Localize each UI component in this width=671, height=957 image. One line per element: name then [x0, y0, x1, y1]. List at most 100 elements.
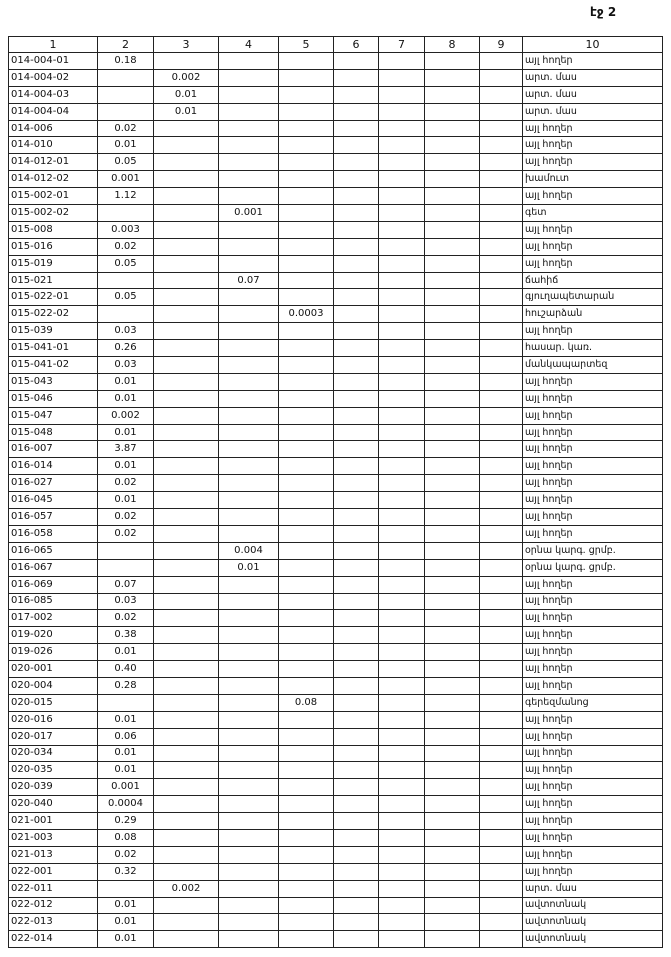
- table-cell: 022-014: [8, 930, 98, 949]
- table-cell: [278, 913, 334, 932]
- table-cell: [218, 220, 279, 239]
- table-cell: [424, 119, 480, 138]
- table-cell: այլ հողեր: [522, 508, 663, 526]
- table-cell: 014-006: [8, 119, 98, 138]
- table-cell: [333, 339, 379, 358]
- table-cell: 0.01: [97, 744, 154, 763]
- table-cell: [97, 879, 154, 898]
- table-cell: 0.002: [153, 879, 219, 898]
- table-cell: [278, 474, 334, 493]
- table-cell: [218, 491, 279, 510]
- table-cell: [378, 693, 425, 712]
- table-row: 022-011 0.002 արտ. մաս: [8, 879, 663, 898]
- table-row: 015-002-01 1.12 այլ հողեր: [8, 187, 663, 206]
- table-cell: [378, 389, 425, 408]
- table-cell: 0.06: [97, 727, 154, 746]
- table-cell: [218, 288, 279, 307]
- table-cell: [479, 254, 523, 273]
- table-cell: [153, 423, 219, 442]
- table-cell: [479, 187, 523, 206]
- table-row: 020-004 0.28 այլ հողեր: [8, 676, 663, 695]
- table-cell: [333, 643, 379, 662]
- table-cell: այլ հողեր: [522, 322, 663, 341]
- table-row: 021-001 0.29 այլ հողեր: [8, 812, 663, 830]
- table-cell: [278, 288, 334, 307]
- table-cell: [333, 693, 379, 712]
- table-cell: 015-016: [8, 237, 98, 256]
- table-cell: այլ հողեր: [522, 761, 663, 780]
- table-cell: [218, 187, 279, 206]
- table-cell: [378, 491, 425, 510]
- table-cell: [153, 541, 219, 560]
- table-cell: [378, 204, 425, 222]
- table-cell: [278, 457, 334, 476]
- table-cell: [378, 727, 425, 746]
- table-cell: [333, 845, 379, 864]
- table-cell: [479, 896, 523, 915]
- table-cell: [278, 389, 334, 408]
- table-row: 014-006 0.02 այլ հողեր: [8, 119, 663, 138]
- table-cell: այլ հողեր: [522, 440, 663, 459]
- table-cell: [424, 220, 480, 239]
- table-cell: [153, 339, 219, 358]
- table-cell: [153, 474, 219, 493]
- table-cell: [479, 930, 523, 949]
- table-row: 020-015 0.08 գերեզմանոց: [8, 693, 663, 712]
- table-row: 016-045 0.01 այլ հողեր: [8, 491, 663, 510]
- table-cell: [424, 406, 480, 425]
- land-table: 1 2 3 4 5 6 7 8 9 10 014-004-01 0.18 այլ հողեր 014-0…: [8, 36, 663, 949]
- table-cell: [479, 913, 523, 932]
- table-cell: [378, 761, 425, 780]
- table-cell: [278, 626, 334, 645]
- table-cell: [153, 913, 219, 932]
- table-cell: ավտոտնակ: [522, 913, 663, 932]
- table-cell: այլ հողեր: [522, 795, 663, 814]
- table-cell: [378, 220, 425, 239]
- table-cell: 0.01: [97, 372, 154, 391]
- table-cell: 0.03: [97, 356, 154, 374]
- table-cell: [424, 575, 480, 594]
- table-cell: [278, 778, 334, 797]
- table-cell: [218, 322, 279, 341]
- table-cell: [218, 389, 279, 408]
- table-cell: [218, 170, 279, 189]
- table-row: 020-039 0.001 այլ հողեր: [8, 778, 663, 797]
- table-cell: [378, 508, 425, 526]
- table-cell: [333, 862, 379, 881]
- table-cell: [278, 254, 334, 273]
- column-header: 8: [424, 36, 480, 53]
- table-cell: [278, 187, 334, 206]
- table-row: 015-016 0.02 այլ հողեր: [8, 237, 663, 256]
- table-row: 016-085 0.03 այլ հողեր: [8, 592, 663, 611]
- table-cell: 014-010: [8, 136, 98, 155]
- table-cell: [218, 592, 279, 611]
- table-cell: [378, 879, 425, 898]
- table-cell: [333, 575, 379, 594]
- table-cell: 022-013: [8, 913, 98, 932]
- table-cell: [378, 660, 425, 678]
- table-row: 015-022-02 0.0003 հուշարձան: [8, 305, 663, 324]
- table-cell: [479, 541, 523, 560]
- table-cell: [218, 845, 279, 864]
- table-cell: [153, 930, 219, 949]
- table-cell: 015-041-01: [8, 339, 98, 358]
- table-cell: այլ հողեր: [522, 744, 663, 763]
- table-cell: [479, 845, 523, 864]
- table-row: 016-069 0.07 այլ հողեր: [8, 575, 663, 594]
- table-cell: [479, 592, 523, 611]
- table-cell: [153, 676, 219, 695]
- table-cell: [479, 406, 523, 425]
- table-cell: [278, 845, 334, 864]
- table-cell: [153, 761, 219, 780]
- table-cell: [97, 693, 154, 712]
- table-cell: [333, 524, 379, 543]
- table-cell: [378, 913, 425, 932]
- table-cell: արտ. մաս: [522, 85, 663, 104]
- table-cell: [479, 288, 523, 307]
- table-cell: [278, 204, 334, 222]
- table-cell: 0.01: [97, 423, 154, 442]
- table-cell: [378, 812, 425, 830]
- table-cell: այլ հողեր: [522, 52, 663, 70]
- table-cell: 020-004: [8, 676, 98, 695]
- table-cell: 0.0004: [97, 795, 154, 814]
